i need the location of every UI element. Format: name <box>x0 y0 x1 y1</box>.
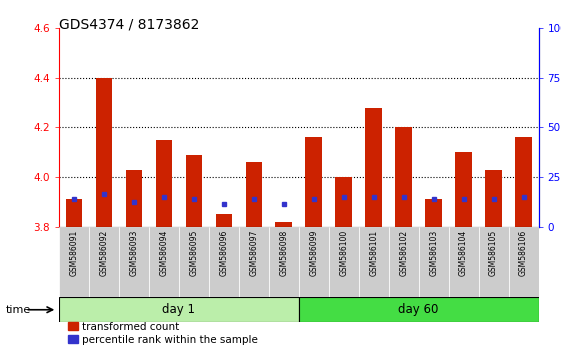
Bar <box>485 170 502 227</box>
Text: GSM586092: GSM586092 <box>99 230 108 276</box>
FancyBboxPatch shape <box>179 227 209 297</box>
Bar <box>456 152 472 227</box>
FancyBboxPatch shape <box>119 227 149 297</box>
Text: GSM586097: GSM586097 <box>249 230 258 276</box>
Text: GSM586106: GSM586106 <box>519 230 528 276</box>
FancyBboxPatch shape <box>59 297 298 322</box>
Text: GSM586105: GSM586105 <box>489 230 498 276</box>
Bar <box>186 155 202 227</box>
Bar <box>126 170 142 227</box>
Bar <box>275 222 292 227</box>
FancyBboxPatch shape <box>149 227 179 297</box>
Text: GSM586094: GSM586094 <box>159 230 168 276</box>
Text: time: time <box>6 305 31 315</box>
Bar <box>306 137 322 227</box>
Bar <box>365 108 382 227</box>
Bar <box>66 199 82 227</box>
Text: GSM586091: GSM586091 <box>70 230 79 276</box>
Bar <box>95 78 112 227</box>
FancyBboxPatch shape <box>239 227 269 297</box>
Text: GSM586095: GSM586095 <box>189 230 198 276</box>
FancyBboxPatch shape <box>298 297 539 322</box>
Text: day 1: day 1 <box>162 303 195 316</box>
Bar <box>516 137 532 227</box>
FancyBboxPatch shape <box>509 227 539 297</box>
FancyBboxPatch shape <box>479 227 509 297</box>
Text: day 60: day 60 <box>398 303 439 316</box>
Text: GSM586093: GSM586093 <box>130 230 139 276</box>
Text: GDS4374 / 8173862: GDS4374 / 8173862 <box>59 18 199 32</box>
Bar <box>155 140 172 227</box>
Text: GSM586101: GSM586101 <box>369 230 378 276</box>
Legend: transformed count, percentile rank within the sample: transformed count, percentile rank withi… <box>64 317 262 349</box>
FancyBboxPatch shape <box>419 227 449 297</box>
Text: GSM586098: GSM586098 <box>279 230 288 276</box>
FancyBboxPatch shape <box>59 227 89 297</box>
Text: GSM586104: GSM586104 <box>459 230 468 276</box>
Text: GSM586103: GSM586103 <box>429 230 438 276</box>
Bar <box>215 214 232 227</box>
FancyBboxPatch shape <box>89 227 119 297</box>
Text: GSM586102: GSM586102 <box>399 230 408 276</box>
FancyBboxPatch shape <box>209 227 239 297</box>
FancyBboxPatch shape <box>389 227 419 297</box>
FancyBboxPatch shape <box>269 227 298 297</box>
FancyBboxPatch shape <box>358 227 389 297</box>
FancyBboxPatch shape <box>298 227 329 297</box>
Text: GSM586096: GSM586096 <box>219 230 228 276</box>
Bar <box>335 177 352 227</box>
Bar <box>425 199 442 227</box>
Bar <box>246 162 262 227</box>
Text: GSM586099: GSM586099 <box>309 230 318 276</box>
FancyBboxPatch shape <box>449 227 479 297</box>
Bar <box>396 127 412 227</box>
Text: GSM586100: GSM586100 <box>339 230 348 276</box>
FancyBboxPatch shape <box>329 227 358 297</box>
